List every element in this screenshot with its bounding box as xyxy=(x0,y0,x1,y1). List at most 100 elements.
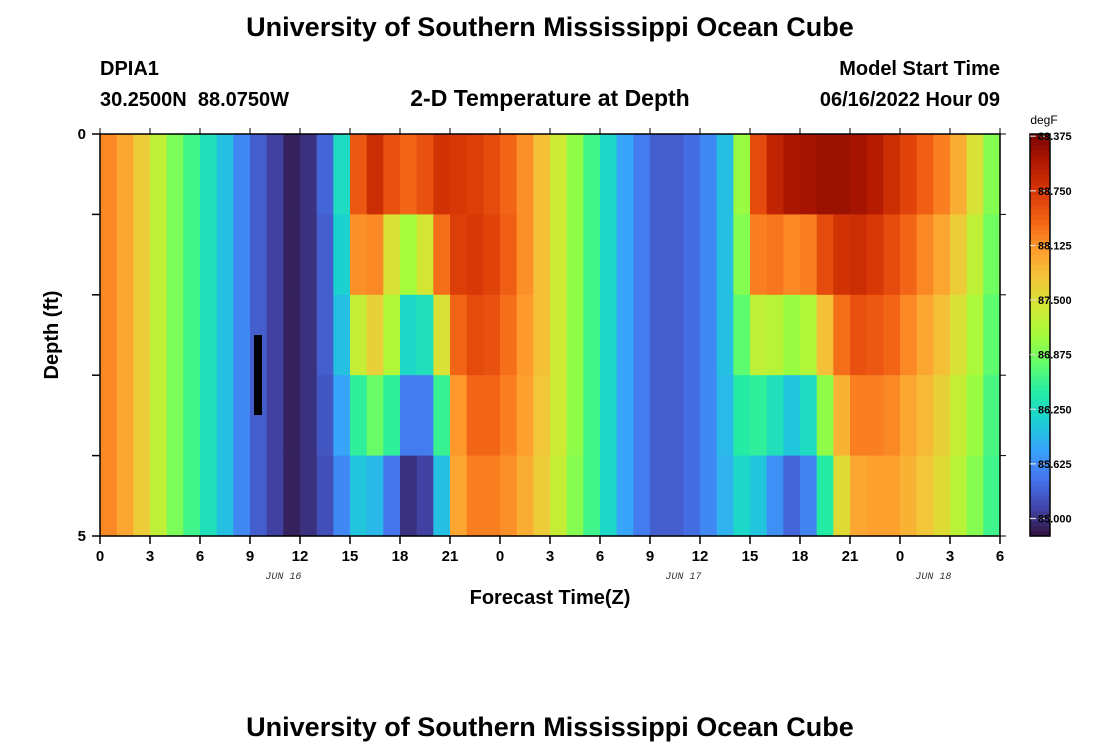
heatmap-cell xyxy=(600,375,618,457)
heatmap-cell xyxy=(966,134,984,215)
heatmap-cell xyxy=(116,134,134,215)
heatmap-cell xyxy=(850,455,868,537)
heatmap-cell xyxy=(766,134,784,215)
heatmap-cell xyxy=(683,214,701,296)
colorbar-swatch xyxy=(1030,214,1050,221)
heatmap-cell xyxy=(300,455,318,537)
colorbar-swatch xyxy=(1030,365,1050,371)
heatmap-cell xyxy=(933,294,951,376)
heatmap-cell xyxy=(383,294,401,376)
heatmap-cell xyxy=(233,455,251,537)
heatmap-cell xyxy=(366,294,384,376)
heatmap-cell xyxy=(383,134,401,215)
heatmap-cell xyxy=(200,134,218,215)
heatmap-cell xyxy=(300,214,318,296)
colorbar-swatch xyxy=(1030,455,1050,462)
heatmap-cell xyxy=(866,134,884,215)
colorbar-swatch xyxy=(1030,385,1050,391)
heatmap-cell xyxy=(666,375,684,457)
heatmap-cell xyxy=(450,134,468,215)
colorbar-swatch xyxy=(1030,274,1050,281)
colorbar-swatch xyxy=(1030,229,1050,236)
heatmap-cell xyxy=(333,134,351,215)
heatmap-cell xyxy=(883,214,901,296)
heatmap-cell xyxy=(466,214,484,296)
heatmap-cell xyxy=(200,455,218,537)
heatmap-cell xyxy=(350,134,368,215)
heatmap-cell xyxy=(850,214,868,296)
colorbar-swatch xyxy=(1030,159,1050,165)
heatmap-cell xyxy=(950,294,968,376)
heatmap-cell xyxy=(516,294,534,376)
heatmap-cell xyxy=(216,134,234,215)
colorbar-swatch xyxy=(1030,480,1050,487)
heatmap-cell xyxy=(183,375,201,457)
y-axis: 05 xyxy=(78,126,1006,545)
heatmap-cell xyxy=(933,375,951,457)
colorbar-swatch xyxy=(1030,435,1050,442)
y-tick-label: 5 xyxy=(78,528,86,545)
colorbar-tick-label: 85.625 xyxy=(1038,459,1072,471)
heatmap-cell xyxy=(183,134,201,215)
heatmap-cell xyxy=(500,134,518,215)
heatmap-cell xyxy=(583,375,601,457)
x-tick-label: 3 xyxy=(146,548,154,565)
heatmap-cell xyxy=(616,294,634,376)
colorbar-swatch xyxy=(1030,395,1050,401)
heatmap-cell xyxy=(766,375,784,457)
colorbar-swatch xyxy=(1030,184,1050,190)
heatmap-cell xyxy=(500,294,518,376)
heatmap-cell xyxy=(633,294,651,376)
heatmap-cell xyxy=(100,455,118,537)
heatmap-cell xyxy=(616,455,634,537)
heatmap-cell xyxy=(633,375,651,457)
colorbar-swatch xyxy=(1030,390,1050,396)
heatmap-cell xyxy=(333,294,351,376)
heatmap-cell xyxy=(800,375,818,457)
heatmap-cell xyxy=(600,455,618,537)
heatmap-cell xyxy=(383,214,401,296)
heatmap-cell xyxy=(383,455,401,537)
heatmap-cell xyxy=(633,214,651,296)
heatmap-cell xyxy=(750,214,768,296)
heatmap-cell xyxy=(766,294,784,376)
heatmap-cell xyxy=(266,455,284,537)
heatmap-cell xyxy=(766,455,784,537)
x-tick-label: 9 xyxy=(646,548,654,565)
heatmap-cell xyxy=(416,375,434,457)
colorbar-tick-label: 86.250 xyxy=(1038,404,1072,416)
heatmap-cell xyxy=(800,455,818,537)
heatmap-cell xyxy=(900,375,918,457)
heatmap-cell xyxy=(233,375,251,457)
heatmap-cell xyxy=(733,375,751,457)
heatmap-cell xyxy=(250,455,268,537)
x-tick-label: 15 xyxy=(742,548,759,565)
colorbar-swatch xyxy=(1030,520,1050,527)
heatmap-cell xyxy=(366,214,384,296)
heatmap-cell xyxy=(283,294,301,376)
heatmap-cell xyxy=(950,455,968,537)
heatmap-cell xyxy=(116,375,134,457)
heatmap-cell xyxy=(133,134,151,215)
heatmap-cell xyxy=(416,134,434,215)
heatmap-cell xyxy=(883,134,901,215)
colorbar-swatch xyxy=(1030,350,1050,356)
heatmap-cell xyxy=(866,455,884,537)
colorbar-swatch xyxy=(1030,380,1050,386)
x-tick-label: 3 xyxy=(546,548,554,565)
heatmap-cell xyxy=(483,294,501,376)
model-start-value: 06/16/2022 Hour 09 xyxy=(820,89,1000,111)
colorbar-swatch xyxy=(1030,319,1050,326)
colorbar-swatch xyxy=(1030,470,1050,477)
heatmap-cell xyxy=(216,375,234,457)
colorbar-swatch xyxy=(1030,345,1050,351)
heatmap-cell xyxy=(250,214,268,296)
heatmap-cell xyxy=(500,214,518,296)
heatmap-cell xyxy=(400,375,418,457)
heatmap-cell xyxy=(416,294,434,376)
colorbar-swatch xyxy=(1030,415,1050,422)
colorbar-swatch xyxy=(1030,340,1050,346)
heatmap-cell xyxy=(866,294,884,376)
chart-subtitle: 2-D Temperature at Depth xyxy=(410,85,689,111)
y-tick-label: 0 xyxy=(78,126,86,143)
